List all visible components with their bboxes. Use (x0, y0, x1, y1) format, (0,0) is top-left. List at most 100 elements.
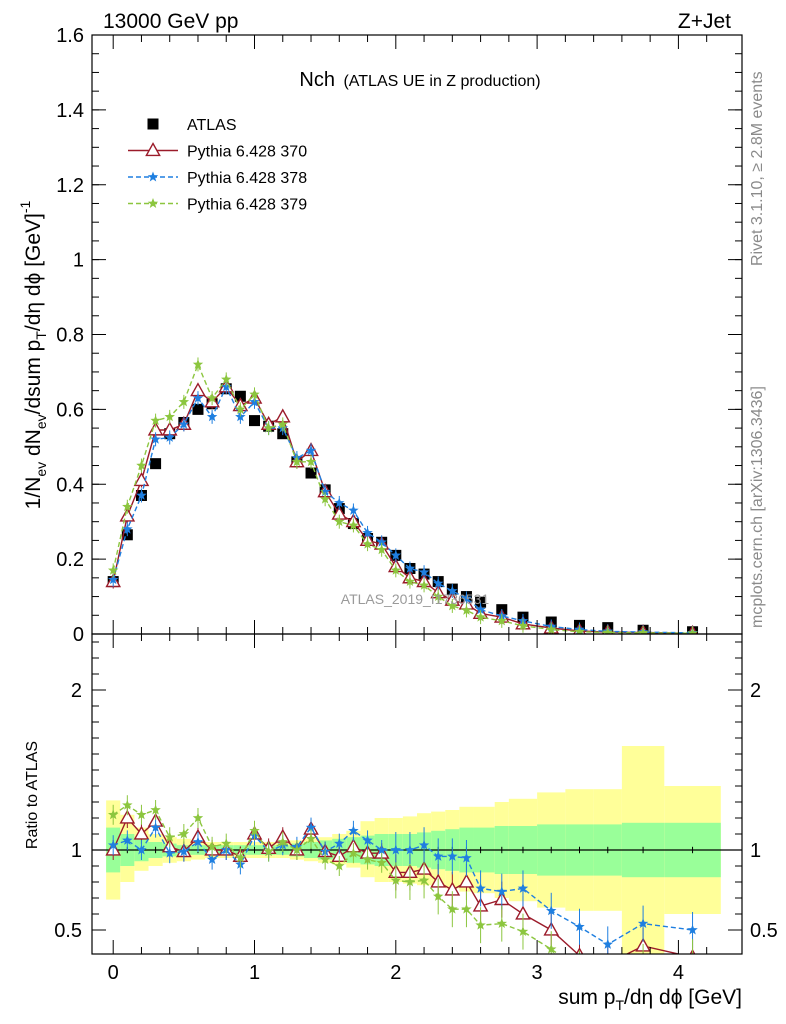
xtick-label: 4 (673, 962, 684, 984)
star-marker (150, 433, 161, 444)
ratio-line (112, 804, 560, 954)
star-marker (136, 489, 147, 500)
atlas-data-point (234, 390, 246, 402)
header-left-label: 13000 GeV pp (103, 10, 238, 33)
main-ytick-label: 0.4 (56, 474, 84, 496)
ratio-ytick-label-right: 2 (750, 680, 761, 702)
star-marker (517, 620, 529, 631)
ratio-star-marker (206, 841, 218, 852)
series-3 (107, 357, 698, 634)
star-marker (107, 574, 119, 585)
xtick-label: 1 (249, 962, 260, 984)
star-marker (263, 422, 274, 433)
star-marker (376, 544, 387, 555)
ratio-series-2 (107, 795, 694, 976)
ratio-star-marker (496, 918, 508, 929)
legend: ATLAS Pythia 6.428 370 Pythia 6.428 378 Pyt… (128, 117, 307, 214)
star-marker (432, 577, 444, 588)
main-ytick-label: 0.2 (56, 549, 84, 571)
ratio-star-marker (348, 847, 359, 858)
star-marker (637, 627, 649, 634)
ratio-star-marker (390, 844, 402, 855)
star-marker (475, 604, 486, 615)
star-marker (461, 592, 472, 603)
ratio-star-marker (107, 839, 119, 850)
star-marker (348, 504, 359, 515)
star-marker (192, 392, 204, 403)
main-panel (105, 357, 699, 634)
star-marker (319, 493, 331, 504)
ratio-star-marker (637, 918, 649, 929)
star-marker (376, 536, 387, 547)
star-marker (348, 519, 359, 530)
star-marker (192, 358, 204, 369)
main-ytick-label: 1.6 (56, 25, 84, 47)
star-marker (447, 585, 458, 596)
atlas-data-point (305, 467, 317, 479)
star-marker (235, 403, 246, 414)
ratio-star-marker (150, 822, 161, 833)
axes: 0 0.2 0.4 0.6 0.8 1 1.2 1.4 1.6 0 1 2 3 4 0.5 0.5 1 1 2 2 (54, 25, 778, 984)
star-marker (277, 418, 288, 429)
ratio-star-marker (390, 874, 402, 885)
ratio-star-marker (603, 966, 613, 976)
ratio-ytick-label: 1 (71, 840, 82, 862)
star-marker (291, 456, 303, 467)
legend-marker-triangle (145, 142, 161, 157)
chart-title-main: Nch (299, 69, 335, 91)
star-marker (164, 431, 175, 442)
ratio-star-marker (546, 943, 557, 954)
ratio-star-marker (221, 838, 232, 849)
xlabel: sum pT/dη dϕ [GeV] (558, 986, 742, 1013)
star-marker (447, 600, 458, 611)
legend-marker-star (147, 198, 159, 208)
star-marker (136, 460, 147, 470)
ratio-star-marker (122, 799, 133, 810)
star-marker (602, 627, 613, 634)
ratio-star-marker (305, 822, 317, 833)
star-marker (496, 615, 508, 626)
ratio-star-marker (334, 860, 345, 871)
ratio-triangle-marker (133, 825, 150, 840)
ratio-star-marker (263, 846, 274, 857)
ratio-star-marker (404, 844, 416, 855)
ratio-series-1 (107, 817, 698, 954)
star-marker (334, 497, 345, 508)
star-marker (546, 624, 557, 634)
ratio-star-marker (432, 850, 444, 861)
star-marker (164, 411, 175, 422)
chart-title: Nch (ATLAS UE in Z production) (299, 69, 540, 91)
ratio-star-marker (192, 812, 204, 823)
ratio-star-marker (404, 876, 416, 887)
xtick-label: 3 (532, 962, 543, 984)
legend-label: Pythia 6.428 378 (187, 170, 307, 187)
ratio-star-marker (348, 825, 359, 836)
ratio-star-marker (136, 844, 147, 855)
ratio-star-marker (574, 921, 585, 932)
analysis-watermark: ATLAS_2019_I1736531 (341, 591, 490, 607)
atlas-data-point (249, 415, 260, 427)
xtick-label: 0 (108, 962, 119, 984)
ratio-star-marker (376, 844, 387, 855)
star-marker (305, 445, 317, 456)
ratio-star-marker (638, 957, 648, 967)
ratio-star-marker (517, 882, 529, 893)
series-line (112, 385, 693, 634)
ratio-star-marker (517, 926, 529, 937)
ratio-star-marker (418, 874, 430, 885)
ratio-star-marker (447, 903, 458, 914)
ratio-ytick-label: 2 (71, 680, 82, 702)
ratio-star-marker (574, 963, 584, 973)
ratio-star-marker (192, 836, 204, 847)
star-marker (206, 411, 218, 422)
ratio-star-marker (277, 836, 288, 847)
star-marker (122, 501, 133, 512)
star-marker (404, 562, 416, 573)
star-marker (390, 549, 402, 560)
ratio-ylabel: Ratio to ATLAS (24, 741, 41, 849)
legend-marker-atlas (147, 118, 159, 130)
ratio-star-marker (362, 834, 373, 845)
ratio-star-marker (249, 825, 260, 836)
legend-marker-star (147, 171, 159, 182)
ratio-star-marker (107, 809, 119, 820)
